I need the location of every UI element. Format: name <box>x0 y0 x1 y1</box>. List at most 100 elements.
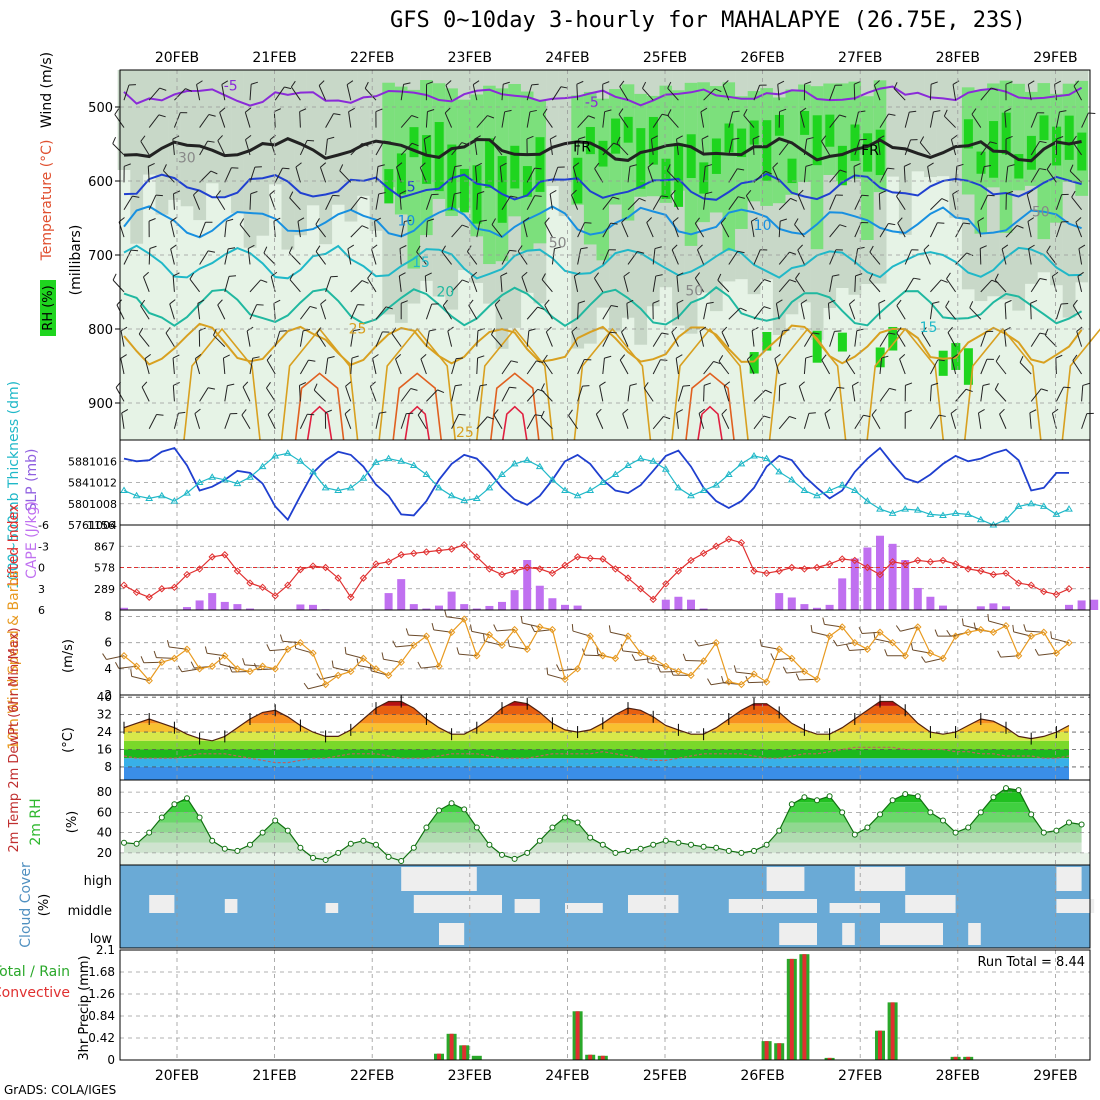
rh-band-dark <box>749 120 759 145</box>
barb-flag <box>794 218 799 225</box>
warm-isoline <box>1061 328 1100 441</box>
surface-wind-barb <box>810 625 830 637</box>
ylabel-2m-temp: 2m Temp 2m DewPt (6hr Min/Max) <box>7 627 22 852</box>
barb-flag <box>987 194 995 197</box>
barb-flag <box>1075 217 1082 223</box>
barb-flag <box>676 272 684 277</box>
wind-barb <box>1077 271 1084 292</box>
barb-flag <box>217 299 223 306</box>
barb-staff <box>399 193 402 210</box>
barb-staff <box>728 139 733 156</box>
cape-bar <box>485 605 494 610</box>
wind-barb <box>1055 354 1063 375</box>
barb-flag <box>156 414 164 416</box>
barb-staff <box>921 332 931 347</box>
wind-barb <box>215 190 226 210</box>
barb-flag <box>1001 244 1009 250</box>
barb-flag <box>148 163 155 167</box>
wind-barb <box>325 275 338 293</box>
ylabel-temp-units: (°C) <box>61 727 76 753</box>
barb-flag <box>344 646 347 654</box>
barb-staff <box>677 385 684 402</box>
lifted-index-marker <box>485 565 494 573</box>
cape-bar <box>838 578 847 610</box>
high-cloud <box>401 867 477 891</box>
barb-staff <box>165 332 175 347</box>
barb-staff <box>896 332 906 347</box>
barb-flag <box>743 108 748 116</box>
barb-staff <box>1027 221 1032 238</box>
barb-flag <box>1069 164 1074 172</box>
barb-staff <box>416 251 427 265</box>
barb-staff <box>803 166 807 183</box>
barb-staff <box>544 304 553 320</box>
barb-flag <box>1019 355 1024 363</box>
barb-flag <box>315 245 321 252</box>
barb-flag <box>752 135 760 140</box>
barb-flag <box>697 244 703 251</box>
rh-band-dark <box>976 151 986 174</box>
wind-barb <box>375 108 383 128</box>
barb-flag <box>782 329 790 332</box>
lifted-index-marker <box>951 560 960 568</box>
thickness-marker <box>636 454 645 462</box>
wind-barb <box>602 196 620 211</box>
wind-barb <box>423 135 431 156</box>
barb-flag <box>845 354 851 361</box>
surface-wind-barb <box>934 629 956 637</box>
barb-flag <box>700 107 708 113</box>
barb-flag <box>462 279 470 283</box>
barb-staff <box>197 303 201 320</box>
surface-wind-barb <box>822 617 843 628</box>
wind-barb <box>140 135 150 156</box>
wind-barb <box>602 355 612 375</box>
surface-wind-barb <box>682 653 704 662</box>
barb-flag <box>737 250 745 254</box>
barb-staff <box>1072 305 1083 320</box>
wind-barb <box>577 300 586 320</box>
barb-flag <box>933 110 941 113</box>
thickness-marker <box>787 475 796 483</box>
wind-barb <box>929 110 941 128</box>
barb-flag <box>824 408 831 414</box>
barb-flag <box>978 409 985 414</box>
convective-bar <box>588 1054 593 1060</box>
high-cloud <box>854 867 906 891</box>
barb-flag <box>228 247 236 250</box>
barb-staff <box>878 303 881 320</box>
barb-flag <box>424 135 431 140</box>
barb-staff <box>442 305 453 320</box>
barb-staff <box>249 166 256 183</box>
low-cloud <box>779 923 817 945</box>
barb-staff <box>219 112 226 128</box>
barb-staff <box>451 358 457 375</box>
barb-staff <box>1030 388 1042 402</box>
thickness-marker <box>548 475 557 483</box>
barb-flag <box>578 136 586 140</box>
barb-staff <box>491 334 503 347</box>
wind-barb <box>877 135 885 156</box>
barb-staff <box>929 303 934 320</box>
barb-flag <box>504 109 512 113</box>
barb-staff <box>1055 221 1062 238</box>
wind-speed-marker <box>687 671 695 680</box>
wind-barb <box>879 387 897 402</box>
wind-speed-marker <box>951 632 960 640</box>
barb-flag <box>683 385 691 387</box>
barb-flag <box>655 274 663 277</box>
wind-barb <box>666 164 679 183</box>
barb-flag <box>269 189 276 196</box>
wind-barb <box>399 245 407 265</box>
barb-staff <box>827 303 831 320</box>
barb-staff <box>249 358 254 375</box>
barb-flag <box>995 355 1001 362</box>
wind-barb <box>753 415 771 430</box>
barb-staff <box>821 140 831 156</box>
barb-staff <box>447 330 453 347</box>
rh2m-marker <box>196 814 203 821</box>
lifted-index-marker <box>120 581 128 589</box>
wind-barb <box>375 164 385 183</box>
barb-flag <box>832 639 838 647</box>
wind-barb <box>274 86 292 101</box>
wind-speed-marker <box>573 665 582 673</box>
